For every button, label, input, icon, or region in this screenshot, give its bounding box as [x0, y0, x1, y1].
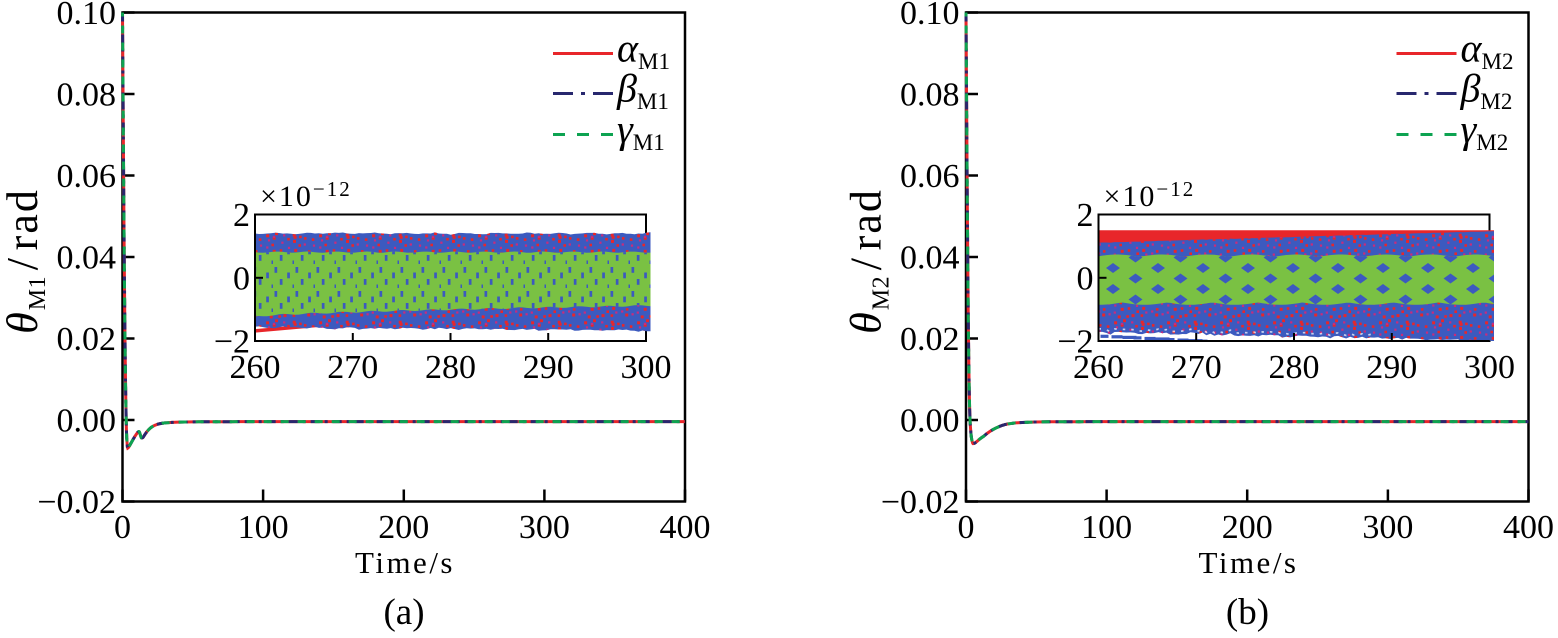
- svg-text:0.06: 0.06: [900, 158, 960, 195]
- svg-text:0.00: 0.00: [900, 403, 960, 440]
- svg-text:400: 400: [660, 509, 711, 546]
- svg-text:−2: −2: [1057, 324, 1093, 361]
- svg-text:βM2: βM2: [1460, 66, 1513, 115]
- svg-text:θM1 / rad: θM1 / rad: [0, 188, 51, 334]
- svg-text:0.02: 0.02: [57, 321, 117, 358]
- svg-text:αM1: αM1: [617, 26, 670, 75]
- svg-text:400: 400: [1503, 509, 1554, 546]
- svg-text:0.00: 0.00: [57, 403, 117, 440]
- svg-text:Time/s: Time/s: [355, 545, 455, 580]
- svg-text:290: 290: [1366, 349, 1417, 386]
- svg-text:260: 260: [230, 349, 281, 386]
- svg-text:200: 200: [1222, 509, 1273, 546]
- svg-text:×10−12: ×10−12: [1104, 177, 1196, 213]
- svg-text:0: 0: [1077, 260, 1094, 297]
- svg-text:0.06: 0.06: [57, 158, 117, 195]
- svg-text:γM2: γM2: [1461, 107, 1509, 156]
- svg-text:200: 200: [378, 509, 429, 546]
- svg-text:0.08: 0.08: [900, 77, 960, 114]
- svg-text:260: 260: [1073, 349, 1124, 386]
- svg-text:βM1: βM1: [616, 66, 669, 115]
- svg-text:270: 270: [327, 349, 378, 386]
- svg-text:270: 270: [1171, 349, 1222, 386]
- svg-text:0.04: 0.04: [900, 240, 960, 277]
- svg-text:0.02: 0.02: [900, 321, 960, 358]
- svg-text:−0.02: −0.02: [37, 484, 116, 521]
- svg-text:0: 0: [233, 260, 250, 297]
- svg-text:300: 300: [1362, 509, 1413, 546]
- svg-text:0: 0: [958, 509, 975, 546]
- svg-text:2: 2: [1077, 197, 1094, 234]
- svg-text:(b): (b): [1226, 592, 1269, 633]
- svg-text:0.04: 0.04: [57, 240, 117, 277]
- svg-text:0.08: 0.08: [57, 77, 117, 114]
- svg-text:(a): (a): [383, 592, 424, 633]
- svg-text:300: 300: [621, 349, 672, 386]
- svg-text:αM2: αM2: [1461, 26, 1514, 75]
- svg-text:2: 2: [233, 197, 250, 234]
- svg-text:280: 280: [425, 349, 476, 386]
- svg-text:Time/s: Time/s: [1198, 545, 1298, 580]
- svg-text:0.10: 0.10: [900, 0, 960, 32]
- svg-text:300: 300: [1464, 349, 1515, 386]
- svg-text:280: 280: [1269, 349, 1320, 386]
- svg-text:−0.02: −0.02: [881, 484, 960, 521]
- svg-text:γM1: γM1: [617, 107, 665, 156]
- svg-text:0: 0: [114, 509, 131, 546]
- svg-text:100: 100: [1081, 509, 1132, 546]
- svg-text:0.10: 0.10: [57, 0, 117, 32]
- svg-text:θM2 / rad: θM2 / rad: [842, 188, 895, 334]
- svg-text:100: 100: [238, 509, 289, 546]
- svg-text:−2: −2: [214, 324, 250, 361]
- svg-text:300: 300: [519, 509, 570, 546]
- svg-text:290: 290: [523, 349, 574, 386]
